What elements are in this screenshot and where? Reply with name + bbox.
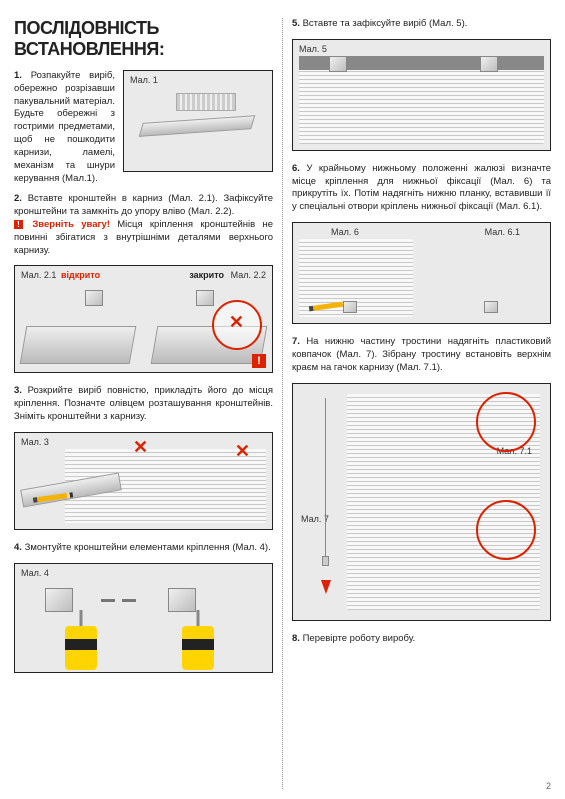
figure-6: Мал. 6 Мал. 6.1 bbox=[292, 222, 551, 324]
fig2-bracket-2 bbox=[196, 290, 214, 306]
page-number: 2 bbox=[546, 781, 551, 791]
figure-2: Мал. 2.1 відкрито закрито Мал. 2.2 ✕ ! bbox=[14, 265, 273, 373]
step-3-num: 3. bbox=[14, 385, 22, 396]
step-7-body: На нижню частину тростини надягніть плас… bbox=[292, 336, 551, 373]
figure-5-label: Мал. 5 bbox=[299, 44, 327, 54]
figure-7: Мал. 7 Мал. 7.1 bbox=[292, 383, 551, 621]
step-3-body: Розкрийте виріб повністю, прикладіть йог… bbox=[14, 385, 273, 422]
fig7-callout-1 bbox=[476, 392, 536, 452]
step-2-text: 2. Вставте кронштейн в карниз (Мал. 2.1)… bbox=[14, 193, 273, 257]
figure-2-2-label: Мал. 2.2 bbox=[231, 270, 266, 280]
step-8-body: Перевірте роботу виробу. bbox=[303, 633, 416, 644]
step-1-body: Розпакуйте виріб, обережно розрізавши па… bbox=[14, 70, 115, 184]
fig1-parts bbox=[176, 93, 236, 111]
fig7-wand bbox=[325, 398, 326, 558]
step-5-text: 5. Вставте та зафіксуйте виріб (Мал. 5). bbox=[292, 18, 551, 31]
warning-icon: ! bbox=[14, 220, 23, 229]
figure-1: Мал. 1 bbox=[123, 70, 273, 172]
fig7-callout-2 bbox=[476, 500, 536, 560]
fig5-bracket-1 bbox=[329, 56, 347, 72]
step-4-text: 4. Змонтуйте кронштейни елементами кріпл… bbox=[14, 542, 273, 555]
fig7-tassel-icon bbox=[321, 580, 331, 594]
fig2-bracket-1 bbox=[85, 290, 103, 306]
fig4-drill-2-icon bbox=[182, 626, 214, 670]
step-5-num: 5. bbox=[292, 18, 300, 29]
warning-label: Зверніть увагу! bbox=[32, 219, 110, 230]
fig4-screws bbox=[101, 594, 141, 598]
figure-6-label: Мал. 6 bbox=[331, 227, 359, 237]
fig4-drill-1-icon bbox=[65, 626, 97, 670]
figure-3-label: Мал. 3 bbox=[21, 437, 49, 447]
figure-3: Мал. 3 ✕ ✕ bbox=[14, 432, 273, 530]
step-2-body: Вставте кронштейн в карниз (Мал. 2.1). З… bbox=[14, 193, 273, 217]
fig4-bracket-1 bbox=[45, 588, 73, 612]
step-8-text: 8. Перевірте роботу виробу. bbox=[292, 633, 551, 646]
figure-4-label: Мал. 4 bbox=[21, 568, 49, 578]
step-3-text: 3. Розкрийте виріб повністю, прикладіть … bbox=[14, 385, 273, 423]
fig4-bracket-2 bbox=[168, 588, 196, 612]
step-7-num: 7. bbox=[292, 336, 300, 347]
fig2-warning-badge: ! bbox=[252, 354, 266, 368]
fig7-cap bbox=[322, 556, 329, 566]
fig1-rail bbox=[139, 115, 256, 137]
step-6-text: 6. У крайньому нижньому положенні жалюзі… bbox=[292, 163, 551, 214]
step-8-num: 8. bbox=[292, 633, 300, 644]
step-5-body: Вставте та зафіксуйте виріб (Мал. 5). bbox=[303, 18, 468, 29]
fig6-clip-2 bbox=[484, 301, 498, 313]
figure-5: Мал. 5 bbox=[292, 39, 551, 151]
figure-2-open-label: відкрито bbox=[61, 270, 100, 280]
fig2-x-icon: ✕ bbox=[229, 312, 244, 333]
right-column: 5. Вставте та зафіксуйте виріб (Мал. 5).… bbox=[283, 18, 551, 789]
fig5-bracket-2 bbox=[480, 56, 498, 72]
fig3-x-1: ✕ bbox=[133, 437, 148, 458]
step-7-text: 7. На нижню частину тростини надягніть п… bbox=[292, 336, 551, 374]
step-1-num: 1. bbox=[14, 70, 22, 81]
figure-2-1-label: Мал. 2.1 bbox=[21, 270, 56, 280]
fig2-rail-left bbox=[20, 326, 137, 364]
fig5-blinds bbox=[299, 68, 544, 144]
step-6-num: 6. bbox=[292, 163, 300, 174]
page-title: ПОСЛІДОВНІСТЬ ВСТАНОВЛЕННЯ: bbox=[14, 18, 273, 60]
figure-1-label: Мал. 1 bbox=[130, 75, 158, 85]
step-1: Мал. 1 1. Розпакуйте виріб, обережно роз… bbox=[14, 70, 273, 193]
fig6-clip-1 bbox=[343, 301, 357, 313]
step-6-body: У крайньому нижньому положенні жалюзі ви… bbox=[292, 163, 551, 212]
fig3-x-2: ✕ bbox=[235, 441, 250, 462]
page-columns: ПОСЛІДОВНІСТЬ ВСТАНОВЛЕННЯ: Мал. 1 1. Ро… bbox=[14, 18, 551, 789]
figure-2-close-label: закрито bbox=[189, 270, 224, 280]
step-2-num: 2. bbox=[14, 193, 22, 204]
step-4-num: 4. bbox=[14, 542, 22, 553]
figure-6-1-label: Мал. 6.1 bbox=[485, 227, 520, 237]
left-column: ПОСЛІДОВНІСТЬ ВСТАНОВЛЕННЯ: Мал. 1 1. Ро… bbox=[14, 18, 282, 789]
step-4-body: Змонтуйте кронштейни елементами кріпленн… bbox=[25, 542, 271, 553]
figure-4: Мал. 4 bbox=[14, 563, 273, 673]
